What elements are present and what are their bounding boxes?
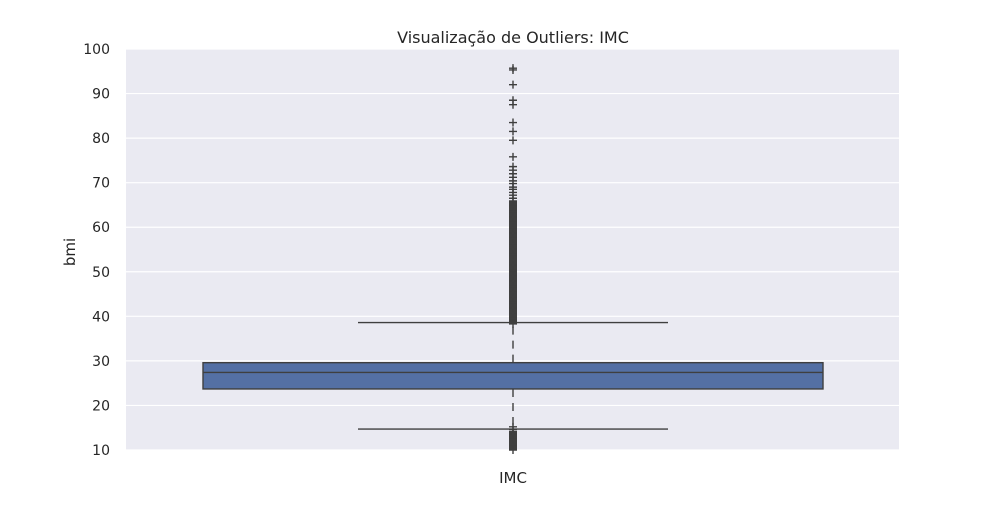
outlier-point [509,136,517,145]
y-tick-label: 50 [92,265,110,281]
outlier-point [509,152,517,161]
box-plot-marks [202,64,824,454]
y-tick-label: 30 [92,354,110,370]
outlier-point [509,118,517,127]
y-tick-label: 80 [92,131,110,147]
outlier-point [509,162,517,171]
outlier-point [509,127,517,136]
box-iqr [202,361,824,390]
y-tick-label: 100 [83,42,110,58]
outlier-point [509,64,517,73]
outlier-point [509,80,517,89]
y-tick-label: 60 [92,220,110,236]
y-tick-label: 10 [92,443,110,459]
y-tick-label: 20 [92,398,110,414]
x-tick-label: IMC [499,469,527,487]
y-tick-label: 90 [92,87,110,103]
y-tick-label: 70 [92,176,110,192]
y-tick-labels: 10 20 30 40 50 60 70 80 90 100 [83,42,110,459]
chart-title: Visualização de Outliers: IMC [397,28,629,47]
outlier-point [509,422,517,431]
y-axis-label: bmi [61,238,79,266]
x-tick-labels: IMC [499,469,527,487]
outlier-point [509,96,517,105]
y-tick-label: 40 [92,309,110,325]
